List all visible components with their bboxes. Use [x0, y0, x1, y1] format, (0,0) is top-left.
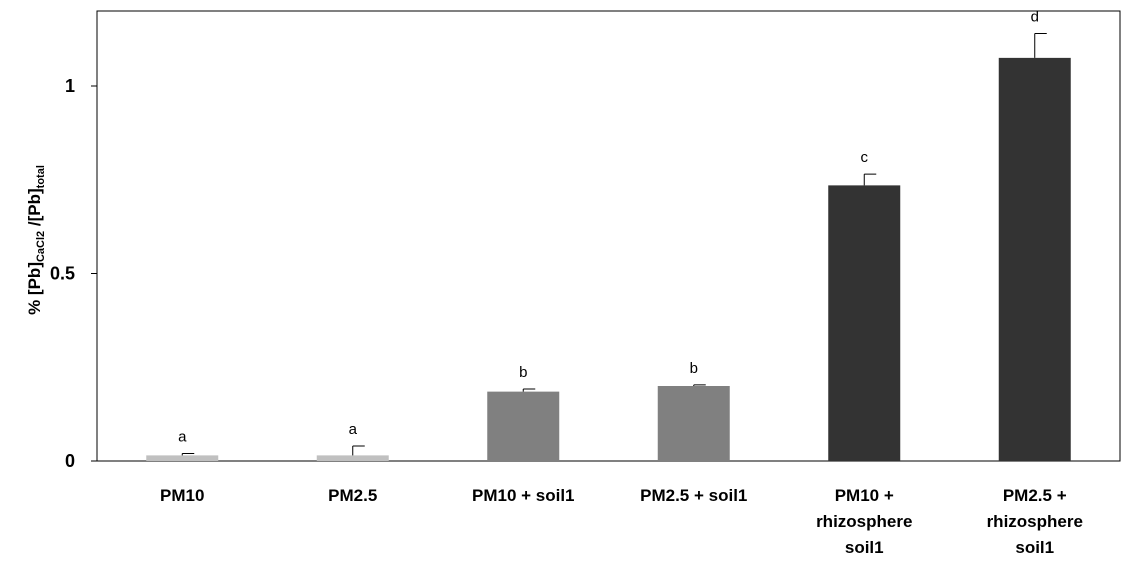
data-label: b [519, 364, 527, 381]
plot-frame [96, 10, 1121, 462]
y-axis-label: % [Pb]CaCl2 /[Pb]total [25, 165, 47, 315]
bar [657, 386, 730, 461]
data-label: d [1031, 9, 1039, 26]
data-label: b [690, 360, 698, 377]
y-axis-label-main: % [Pb] [25, 262, 44, 315]
y-tick-label: 0 [65, 451, 75, 471]
y-tick-label: 0.5 [50, 264, 75, 284]
svg-text:% [Pb]CaCl2 /[Pb]total: % [Pb]CaCl2 /[Pb]total [25, 165, 47, 315]
x-tick-label: PM2.5 + rhizosphere soil1 [987, 486, 1083, 557]
bar [828, 185, 901, 461]
x-tick-label: PM10 [160, 486, 204, 505]
y-axis-label-main-2: /[Pb] [25, 188, 44, 231]
x-tick-labels: PM10 PM2.5 PM10 + soil1 PM2.5 + soil1 PM10 +… [160, 486, 1083, 557]
bar [146, 455, 219, 461]
x-tick-label: PM10 + rhizosphere soil1 [816, 486, 912, 557]
axes [96, 10, 1121, 462]
y-ticks: 00.51 [50, 76, 97, 471]
data-label: a [349, 421, 358, 438]
x-tick-label: PM2.5 + soil1 [640, 486, 747, 505]
y-axis-label-subscript-2: total [35, 165, 47, 188]
data-label: c [861, 149, 869, 166]
x-tick-label: PM2.5 [328, 486, 377, 505]
bars: a a b b c d [146, 9, 1071, 461]
y-tick-label: 1 [65, 76, 75, 96]
y-axis-label-subscript: CaCl2 [35, 231, 47, 262]
x-tick-label: PM10 + soil1 [472, 486, 575, 505]
bar [998, 57, 1071, 461]
bar [487, 391, 560, 461]
bar [316, 455, 389, 461]
data-label: a [178, 429, 187, 446]
